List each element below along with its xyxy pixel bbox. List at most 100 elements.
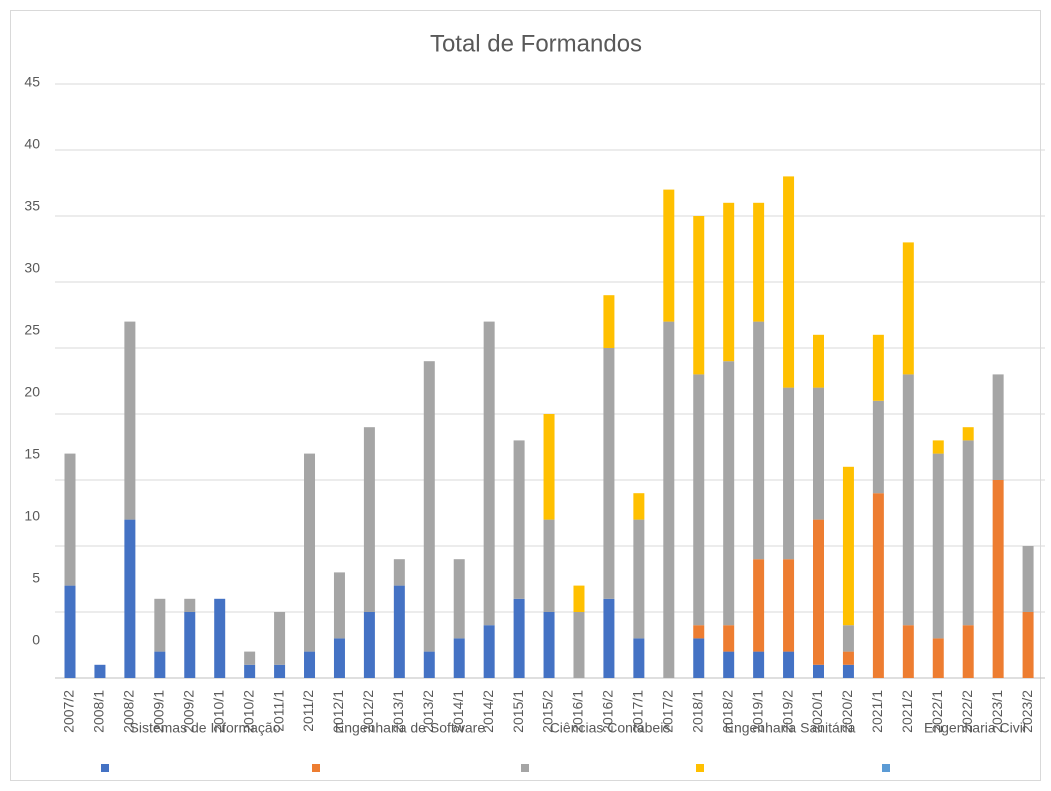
y-tick-label: 45 [24,74,40,90]
bar-segment [393,585,405,678]
bar-segment [783,176,795,388]
bar-segment [693,216,705,375]
chart-frame [10,10,1041,781]
x-tick-label: 2013/1 [390,690,406,733]
bar-segment [603,598,615,678]
bar-segment [723,361,735,626]
y-tick-label: 25 [24,322,40,338]
bar-segment [693,374,705,626]
bar-segment [872,400,884,494]
bar-segment [214,598,226,678]
bar-segment [573,585,585,612]
x-tick-label: 2019/1 [749,690,765,733]
x-tick-label: 2012/2 [360,690,376,733]
bar-segment [723,625,735,652]
chart-title: Total de Formandos [430,30,642,57]
bar-segment [753,321,765,560]
bar-segment [94,664,106,678]
bar-segment [603,295,615,348]
bar-segment [244,664,256,678]
bar-segment [1022,546,1034,612]
bar-segment [363,612,375,678]
y-tick-label: 10 [24,508,40,524]
bar-segment [573,612,585,678]
bar-segment [1022,612,1034,678]
bar-segment [453,638,465,678]
bar-segment [842,625,854,652]
bar-segment [543,414,555,520]
bar-segment [244,651,256,665]
bar-segment [663,189,675,322]
legend-swatch [312,764,320,772]
y-tick-label: 15 [24,446,40,462]
x-tick-label: 2014/1 [450,690,466,733]
x-tick-label: 2021/2 [899,690,915,733]
x-tick-label: 2013/2 [420,690,436,733]
bar-segment [543,519,555,612]
bar-segment [64,585,76,678]
x-tick-label: 2012/1 [330,690,346,733]
bar-segment [304,651,316,678]
x-tick-label: 2009/2 [180,690,196,733]
bar-segment [753,559,765,652]
x-tick-label: 2011/1 [270,690,286,732]
x-tick-label: 2021/1 [869,690,885,733]
x-tick-label: 2008/2 [121,690,137,733]
bar-segment [753,202,765,322]
x-tick-label: 2022/2 [959,690,975,733]
legend-label: Engenharia de Software [335,720,485,736]
bar-segment [723,651,735,678]
x-tick-label: 2016/1 [570,690,586,733]
bar-segment [184,598,196,612]
legend-label: Engenharia Sanitária [725,720,856,736]
bar-segment [962,440,974,626]
x-tick-label: 2017/2 [660,690,676,733]
y-tick-label: 5 [32,570,40,586]
x-tick-label: 2023/2 [1019,690,1035,733]
bar-segment [423,361,435,652]
bar-segment [693,638,705,678]
bar-segment [932,638,944,678]
y-tick-label: 40 [24,136,40,152]
x-tick-label: 2018/2 [719,690,735,733]
bar-segment [932,440,944,454]
bar-segment [154,651,166,678]
bar-segment [872,493,884,678]
x-tick-label: 2016/2 [600,690,616,733]
x-tick-label: 2011/2 [300,690,316,732]
x-tick-label: 2018/1 [689,690,705,733]
x-tick-label: 2007/2 [61,690,77,733]
legend-label: Engenharia Civil [924,720,1026,736]
bar-segment [124,321,136,520]
bar-segment [842,664,854,678]
bar-segment [902,374,914,626]
bar-segment [813,519,824,665]
bar-segment [992,374,1004,480]
bar-segment [813,664,824,678]
x-tick-label: 2022/1 [929,690,945,733]
bar-segment [872,334,884,401]
bar-segment [513,440,525,599]
x-tick-label: 2010/2 [240,690,256,733]
y-tick-label: 0 [32,632,40,648]
y-tick-label: 20 [24,384,40,400]
bar-segment [842,466,854,626]
bar-segment [333,572,345,639]
x-tick-label: 2023/1 [989,690,1005,733]
y-tick-label: 35 [24,198,40,214]
bar-segment [274,612,286,665]
legend-swatch [882,764,890,772]
bar-segment [483,321,495,626]
bar-segment [992,480,1004,678]
x-tick-label: 2009/1 [151,690,167,733]
x-tick-label: 2014/2 [480,690,496,733]
bar-segment [902,625,914,678]
bar-segment [274,664,286,678]
legend-label: Sistemas de Informação [130,720,281,736]
legend-swatch [696,764,704,772]
bar-segment [393,559,405,586]
bar-segment [783,559,795,652]
bar-segment [304,453,316,652]
bar-segment [663,321,675,678]
